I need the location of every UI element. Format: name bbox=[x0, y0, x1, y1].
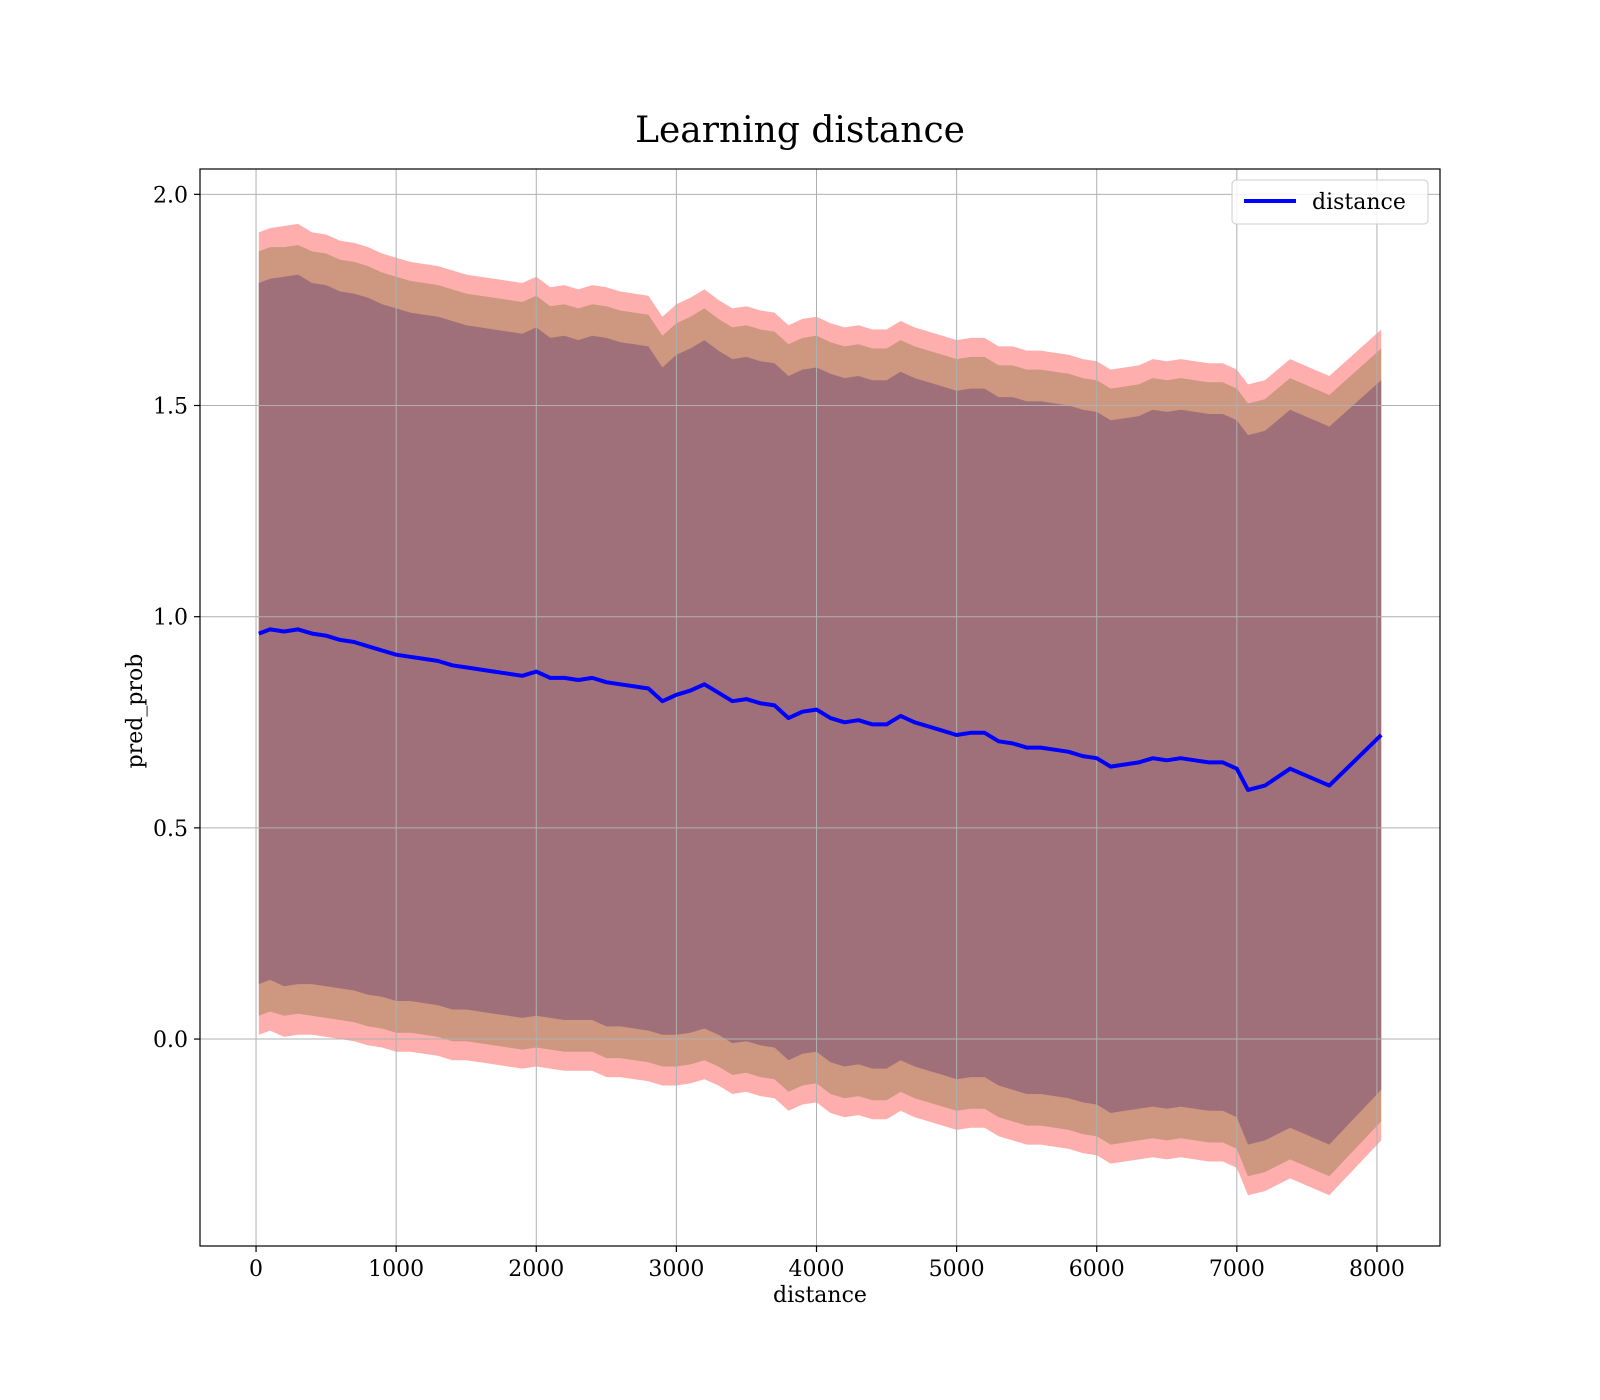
y-tick-label-4: 2.0 bbox=[153, 183, 188, 208]
x-tick-label-7: 7000 bbox=[1209, 1257, 1265, 1282]
plot-frame bbox=[199, 168, 1441, 1247]
series-lines bbox=[258, 627, 1383, 792]
x-tick-label-5: 5000 bbox=[929, 1257, 985, 1282]
y-tick-label-2: 1.0 bbox=[153, 606, 188, 631]
x-tick-label-0: 0 bbox=[249, 1257, 263, 1282]
x-tick-label-3: 3000 bbox=[648, 1257, 704, 1282]
y-axis-ticks: 0.0 0.5 1.0 1.5 2.0 bbox=[153, 183, 200, 1053]
x-axis-label: distance bbox=[773, 1283, 867, 1308]
x-tick-label-6: 6000 bbox=[1069, 1257, 1125, 1282]
legend: distance bbox=[1231, 179, 1429, 225]
x-tick-label-8: 8000 bbox=[1349, 1257, 1405, 1282]
y-tick-label-1: 0.5 bbox=[153, 817, 188, 842]
confidence-bands bbox=[258, 223, 1382, 1196]
series-line-distance bbox=[258, 627, 1383, 792]
y-axis-label: pred_prob bbox=[123, 654, 148, 769]
x-tick-label-2: 2000 bbox=[508, 1257, 564, 1282]
x-tick-label-4: 4000 bbox=[788, 1257, 844, 1282]
y-tick-label-3: 1.5 bbox=[153, 395, 188, 420]
x-tick-label-1: 1000 bbox=[368, 1257, 424, 1282]
y-tick-label-0: 0.0 bbox=[153, 1028, 188, 1053]
chart-title: Learning distance bbox=[635, 110, 965, 151]
x-axis-ticks: 0 1000 2000 3000 4000 5000 6000 7000 8000 bbox=[249, 1246, 1405, 1282]
legend-label-distance: distance bbox=[1312, 190, 1406, 215]
grid-lines bbox=[200, 169, 1440, 1246]
legend-box bbox=[1231, 179, 1429, 225]
